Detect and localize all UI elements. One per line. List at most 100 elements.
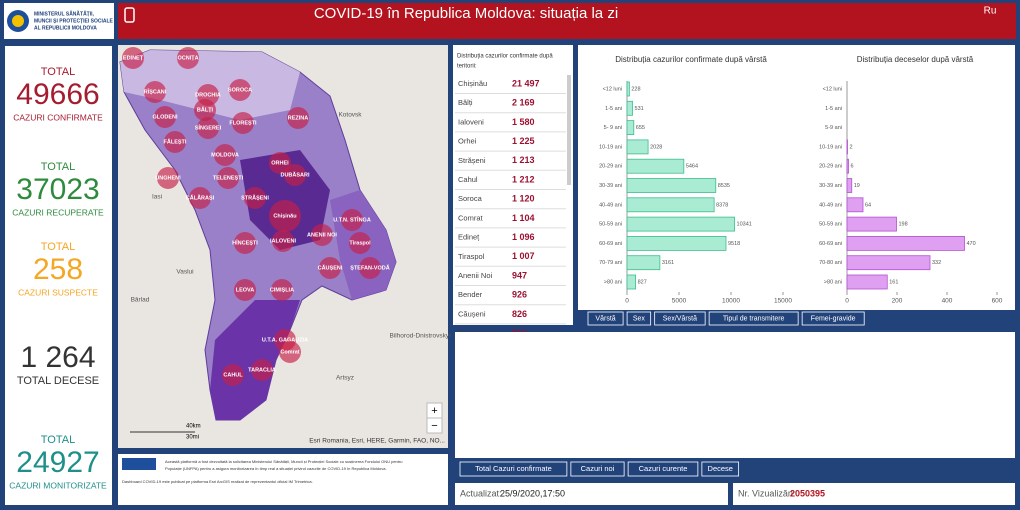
tab-label[interactable]: Vârstă: [595, 315, 615, 322]
district-marker[interactable]: [157, 167, 179, 189]
bar[interactable]: [846, 235, 965, 251]
district-name[interactable]: Strășeni: [458, 156, 486, 165]
district-marker[interactable]: [244, 187, 266, 209]
district-marker[interactable]: [269, 152, 291, 174]
tab-label[interactable]: Decese: [708, 464, 733, 473]
district-marker[interactable]: [164, 131, 186, 153]
district-marker[interactable]: [234, 232, 256, 254]
district-count[interactable]: 826: [512, 309, 527, 319]
district-marker[interactable]: [269, 200, 301, 232]
bar[interactable]: [626, 216, 735, 232]
bar[interactable]: [626, 100, 633, 116]
bar[interactable]: [626, 158, 685, 174]
district-marker[interactable]: [154, 106, 176, 128]
district-marker[interactable]: [287, 107, 309, 129]
district-marker[interactable]: [272, 230, 294, 252]
bar[interactable]: [626, 120, 635, 135]
district-marker[interactable]: [341, 209, 363, 231]
district-marker[interactable]: [271, 279, 293, 301]
bar[interactable]: [626, 235, 727, 251]
district-marker[interactable]: [359, 257, 381, 279]
tab-button[interactable]: [627, 461, 699, 477]
bar[interactable]: [626, 81, 630, 97]
district-count[interactable]: 1 213: [512, 155, 535, 165]
district-count[interactable]: 926: [512, 290, 527, 300]
bar[interactable]: [846, 139, 848, 155]
district-name[interactable]: Tiraspol: [458, 252, 485, 261]
district-name[interactable]: Soroca: [458, 194, 483, 203]
tab-button[interactable]: [587, 311, 624, 326]
district-count[interactable]: 1 120: [512, 194, 535, 204]
tab-label[interactable]: Sex/Vârstă: [663, 315, 697, 322]
district-marker[interactable]: [229, 79, 251, 101]
district-marker[interactable]: [194, 99, 216, 121]
tab-button[interactable]: [801, 311, 865, 326]
district-marker[interactable]: [251, 359, 273, 381]
tab-label[interactable]: Total Cazuri confirmate: [475, 464, 552, 473]
phone-icon[interactable]: [124, 7, 135, 23]
bar[interactable]: [846, 274, 888, 290]
tab-button[interactable]: [459, 461, 568, 477]
district-marker[interactable]: [311, 224, 333, 246]
district-marker[interactable]: [222, 364, 244, 386]
tab-label[interactable]: Tipul de transmitere: [723, 315, 785, 322]
district-count[interactable]: 947: [512, 270, 527, 280]
district-name[interactable]: Orhei: [458, 137, 477, 146]
zoom-out[interactable]: [426, 417, 443, 434]
district-name[interactable]: Bălți: [458, 98, 473, 107]
district-count[interactable]: 1 225: [512, 136, 535, 146]
district-name[interactable]: Anenii Noi: [458, 271, 493, 280]
tab-button[interactable]: [708, 311, 799, 326]
district-marker[interactable]: [349, 232, 371, 254]
bar[interactable]: [846, 197, 864, 213]
district-marker[interactable]: [197, 117, 219, 139]
district-count[interactable]: 1 096: [512, 232, 535, 242]
district-count[interactable]: 21 497: [512, 78, 540, 88]
district-label: CAHUL: [223, 372, 243, 378]
tab-label[interactable]: Cazuri noi: [581, 464, 615, 473]
district-marker[interactable]: [189, 187, 211, 209]
district-marker[interactable]: [122, 47, 144, 69]
district-count[interactable]: 2 169: [512, 98, 535, 108]
district-marker[interactable]: [234, 279, 256, 301]
tab-button[interactable]: [626, 311, 652, 326]
value-label: 161: [889, 279, 898, 285]
bar[interactable]: [626, 274, 637, 290]
bar[interactable]: [626, 178, 717, 193]
district-marker[interactable]: [284, 164, 306, 186]
district-name[interactable]: Comrat: [458, 213, 484, 222]
district-name[interactable]: Căușeni: [458, 309, 486, 318]
bar[interactable]: [846, 216, 897, 232]
district-name[interactable]: Cahul: [458, 175, 478, 184]
tab-label[interactable]: Cazuri curente: [639, 464, 688, 473]
bar[interactable]: [626, 139, 649, 155]
district-marker[interactable]: [217, 167, 239, 189]
tab-button[interactable]: [701, 461, 740, 477]
tab-label[interactable]: Sex: [633, 315, 646, 322]
tab-label[interactable]: Femei-gravide: [811, 315, 856, 322]
scrollbar[interactable]: [567, 75, 571, 185]
bar[interactable]: [846, 178, 853, 193]
bar[interactable]: [626, 255, 661, 271]
bar[interactable]: [846, 255, 931, 271]
district-count[interactable]: 1 580: [512, 117, 535, 127]
district-name[interactable]: Chișinău: [458, 79, 487, 88]
language-link[interactable]: Ru: [984, 6, 997, 17]
bar[interactable]: [626, 197, 715, 213]
district-marker[interactable]: [319, 257, 341, 279]
district-marker[interactable]: [232, 112, 254, 134]
district-count[interactable]: 1 007: [512, 251, 535, 261]
district-count[interactable]: 1 212: [512, 174, 535, 184]
district-marker[interactable]: [144, 81, 166, 103]
district-marker[interactable]: [177, 47, 199, 69]
district-marker[interactable]: [214, 144, 236, 166]
district-name[interactable]: Ialoveni: [458, 117, 484, 126]
district-name[interactable]: Edineț: [458, 233, 480, 242]
tab-button[interactable]: [654, 311, 706, 326]
bar[interactable]: [846, 158, 849, 174]
category-label: 70-80 ani: [819, 260, 842, 266]
district-marker[interactable]: [279, 341, 301, 363]
district-count[interactable]: 1 104: [512, 213, 535, 223]
district-name[interactable]: Bender: [458, 290, 483, 299]
tab-button[interactable]: [570, 461, 625, 477]
